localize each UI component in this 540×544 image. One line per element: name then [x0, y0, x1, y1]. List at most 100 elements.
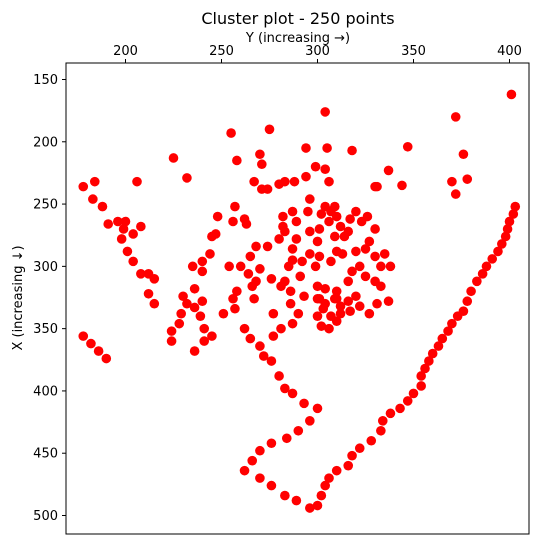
data-point: [508, 209, 519, 219]
data-point: [466, 286, 476, 297]
data-point: [339, 231, 350, 242]
data-point: [210, 229, 221, 239]
data-point: [266, 274, 277, 284]
data-point: [376, 261, 386, 272]
data-point: [305, 226, 315, 237]
data-point: [232, 155, 242, 166]
data-point: [502, 224, 513, 234]
data-point: [255, 149, 265, 160]
data-point: [447, 318, 457, 329]
data-point: [195, 311, 206, 321]
data-point: [293, 308, 304, 319]
x-tick-label: 350: [401, 44, 426, 59]
data-point: [316, 209, 327, 219]
data-point: [78, 181, 89, 192]
data-point: [128, 256, 138, 267]
data-point: [274, 234, 284, 244]
data-point: [347, 450, 357, 461]
data-point: [255, 264, 265, 274]
y-axis-title: X (increasing ↓): [11, 245, 26, 350]
data-point: [285, 298, 296, 309]
data-point: [310, 261, 321, 272]
data-point: [176, 308, 186, 319]
data-point: [377, 416, 388, 426]
data-point: [168, 153, 179, 163]
data-point: [166, 326, 177, 336]
y-tick-label: 300: [33, 260, 58, 275]
data-point: [93, 346, 104, 356]
y-tick-label: 250: [33, 198, 58, 213]
data-point: [424, 356, 434, 366]
data-point: [299, 291, 309, 302]
data-point: [243, 269, 254, 279]
data-point: [287, 388, 298, 399]
data-point: [276, 281, 286, 292]
data-point: [293, 425, 304, 436]
data-point: [379, 249, 390, 259]
data-point: [314, 251, 325, 262]
data-point: [230, 303, 240, 314]
data-point: [481, 261, 492, 272]
data-point: [289, 176, 300, 187]
data-point: [364, 308, 375, 319]
data-point: [197, 266, 208, 277]
data-point: [230, 201, 240, 212]
data-point: [249, 293, 259, 304]
data-point: [281, 433, 292, 444]
data-point: [305, 416, 315, 426]
data-point: [189, 302, 200, 313]
data-point: [385, 408, 396, 419]
data-point: [245, 251, 256, 262]
data-point: [266, 356, 277, 366]
data-point: [239, 214, 250, 224]
data-point: [312, 403, 323, 414]
data-point: [118, 224, 129, 234]
data-point: [166, 336, 177, 346]
data-point: [370, 251, 380, 262]
data-point: [416, 381, 426, 391]
data-point: [280, 383, 290, 394]
data-point: [258, 351, 269, 361]
data-point: [383, 165, 394, 176]
data-point: [472, 276, 482, 287]
data-point: [397, 180, 407, 191]
data-point: [320, 107, 330, 117]
data-point: [120, 216, 131, 227]
data-point: [314, 293, 325, 304]
data-point: [447, 176, 457, 187]
data-point: [268, 331, 279, 341]
data-point: [303, 206, 313, 217]
x-tick-label: 300: [305, 44, 330, 59]
data-point: [343, 460, 354, 471]
data-point: [287, 244, 298, 254]
data-point: [297, 256, 307, 267]
data-point: [450, 112, 461, 122]
data-point: [255, 445, 265, 456]
data-point: [312, 311, 323, 321]
data-point: [287, 206, 298, 217]
data-point: [329, 231, 340, 242]
data-point: [324, 176, 334, 187]
data-point: [239, 465, 250, 476]
data-point: [207, 331, 217, 341]
data-point: [305, 503, 315, 513]
plot-frame: [65, 62, 530, 535]
data-point: [362, 211, 373, 222]
data-point: [218, 308, 229, 319]
data-point: [143, 269, 154, 279]
data-point: [402, 141, 413, 152]
data-point: [97, 201, 108, 212]
data-point: [316, 321, 327, 331]
data-point: [239, 323, 250, 334]
data-point: [345, 306, 355, 317]
y-tick-label: 350: [33, 322, 58, 337]
chart-title: Cluster plot - 250 points: [201, 9, 394, 28]
data-point: [318, 303, 329, 314]
data-point: [224, 261, 234, 272]
data-point: [276, 323, 286, 334]
data-point: [326, 256, 336, 267]
data-point: [351, 206, 361, 217]
data-point: [462, 296, 473, 307]
data-point: [226, 128, 236, 138]
data-point: [122, 246, 133, 257]
